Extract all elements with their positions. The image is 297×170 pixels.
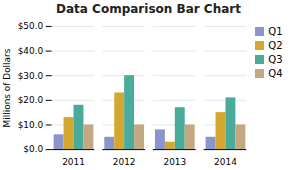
- svg-text:$50.0: $50.0: [18, 21, 44, 31]
- svg-text:2012: 2012: [113, 157, 136, 167]
- html-text:Q4: Q4: [268, 68, 283, 79]
- svg-text:$20.0: $20.0: [18, 95, 44, 105]
- html-text:Q2: Q2: [268, 40, 283, 51]
- svg-text:$30.0: $30.0: [18, 71, 44, 81]
- svg-text:2011: 2011: [62, 157, 85, 167]
- svg-text:Millions of Dollars: Millions of Dollars: [2, 48, 12, 127]
- svg-text:2013: 2013: [163, 157, 186, 167]
- html-text:Q1: Q1: [268, 26, 283, 37]
- html-text:Q3: Q3: [268, 54, 283, 65]
- svg-text:$40.0: $40.0: [18, 46, 44, 56]
- svg-text:2014: 2014: [214, 157, 237, 167]
- svg-text:$0.0: $0.0: [23, 144, 43, 154]
- html-text:Data Comparison Bar Chart: Data Comparison Bar Chart: [56, 2, 241, 16]
- svg-text:$10.0: $10.0: [18, 120, 44, 130]
